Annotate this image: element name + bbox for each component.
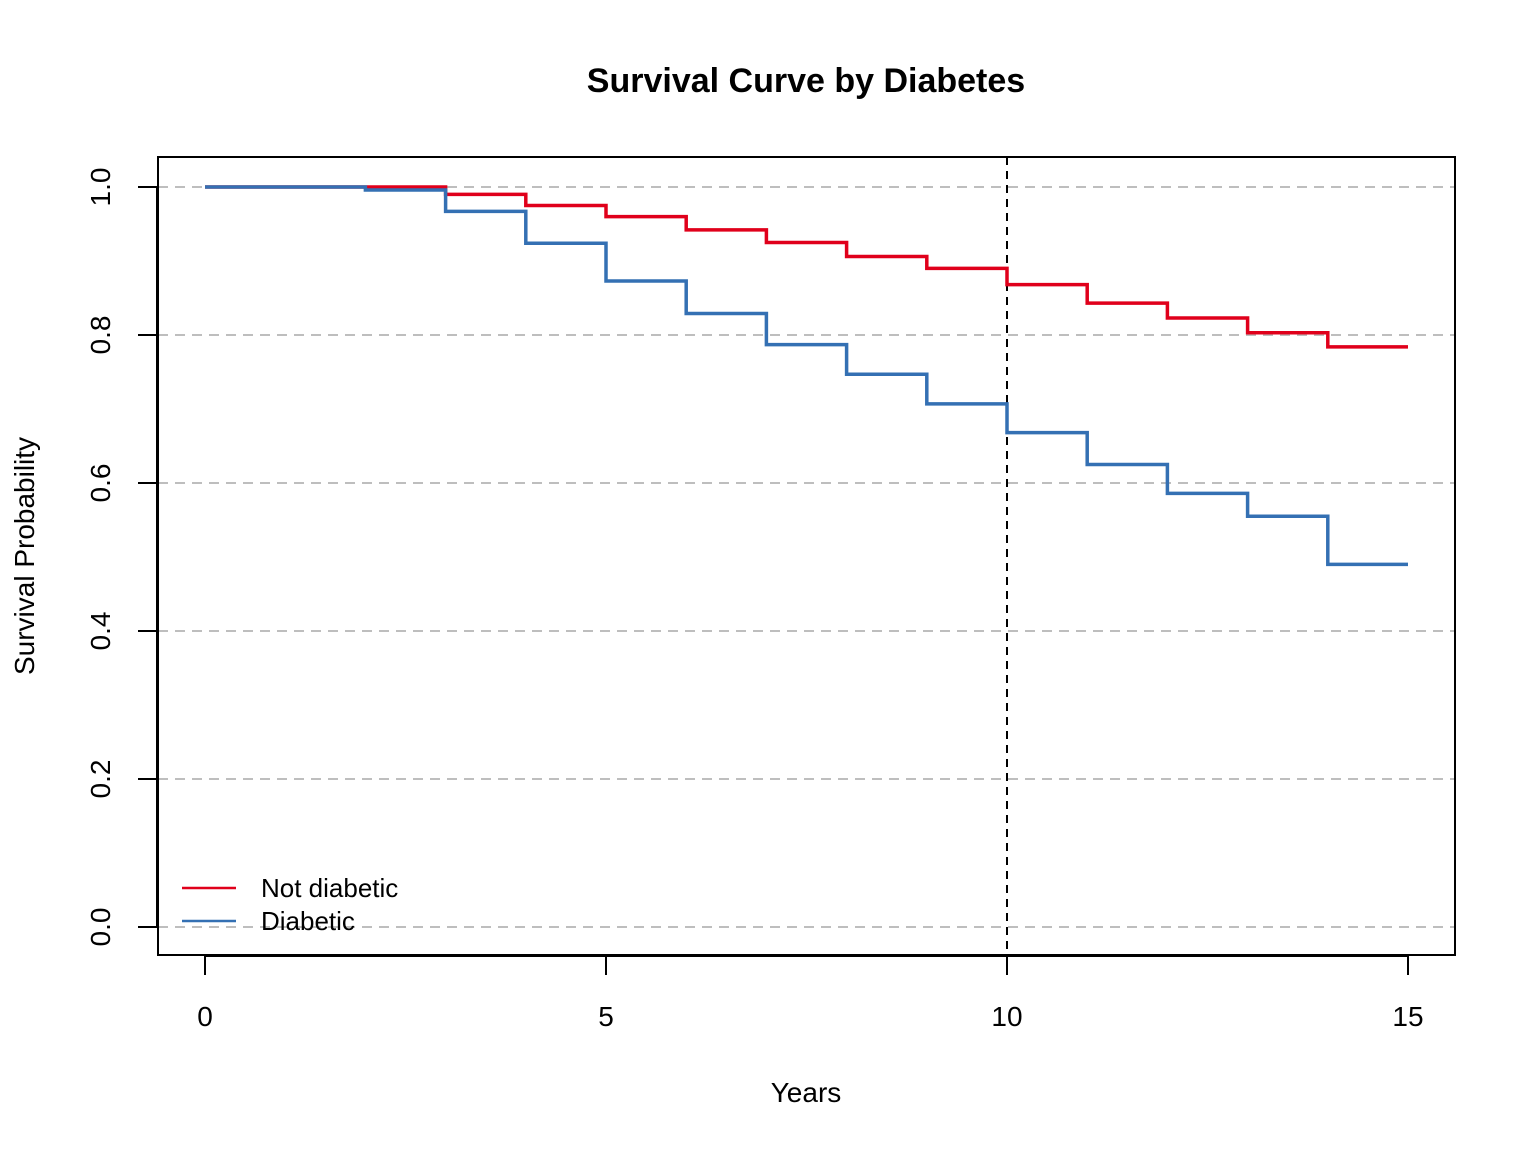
y-tick-label-4: 0.8 bbox=[85, 316, 116, 355]
y-axis-label: Survival Probability bbox=[9, 437, 40, 675]
x-axis-label: Years bbox=[771, 1077, 842, 1108]
x-tick-label-3: 15 bbox=[1392, 1001, 1423, 1032]
y-tick-label-5: 1.0 bbox=[85, 168, 116, 207]
gridlines bbox=[158, 186, 1455, 928]
y-tick-label-2: 0.4 bbox=[85, 612, 116, 651]
x-tick-label-0: 0 bbox=[197, 1001, 213, 1032]
series-line-diabetic bbox=[205, 185, 1408, 567]
series-line-not-diabetic bbox=[205, 185, 1408, 349]
x-tick-label-2: 10 bbox=[991, 1001, 1022, 1032]
series-lines bbox=[205, 185, 1408, 567]
x-tick-label-1: 5 bbox=[598, 1001, 614, 1032]
y-tick-label-1: 0.2 bbox=[85, 760, 116, 799]
legend-label-diabetic: Diabetic bbox=[261, 906, 355, 936]
y-tick-label-0: 0.0 bbox=[85, 908, 116, 947]
x-axis: 0 5 10 15 bbox=[197, 955, 1424, 1032]
chart-title: Survival Curve by Diabetes bbox=[587, 62, 1025, 100]
y-tick-label-3: 0.6 bbox=[85, 464, 116, 503]
plot-frame bbox=[157, 156, 1456, 956]
legend-label-not-diabetic: Not diabetic bbox=[261, 873, 398, 903]
y-axis: 0.0 0.2 0.4 0.6 0.8 1.0 bbox=[85, 168, 158, 947]
